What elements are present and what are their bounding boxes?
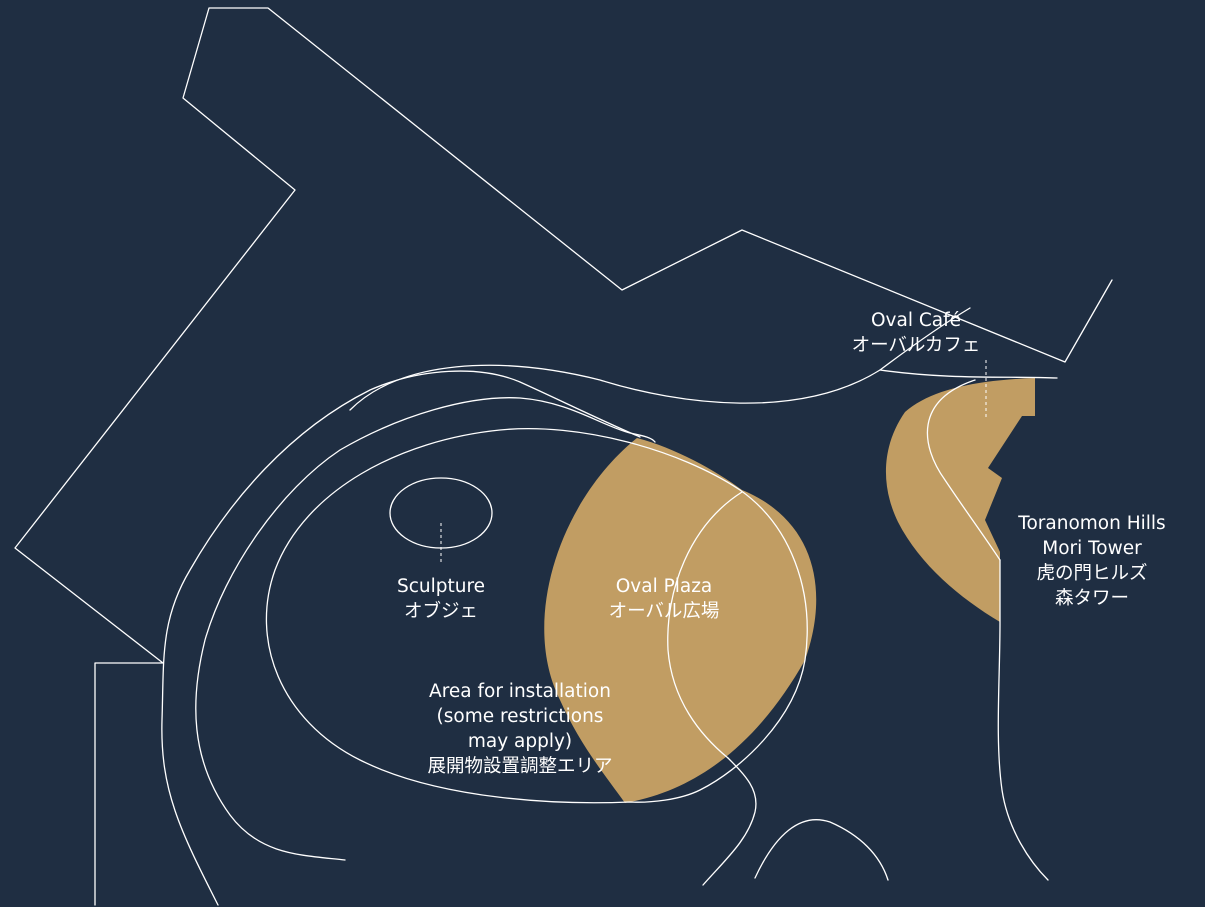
installation-area-label-ja: 展開物設置調整エリア [427,756,613,777]
road-line-top [349,307,971,411]
road-line-inner [195,397,656,861]
installation-area-label: Area for installation (some restrictions… [427,679,612,779]
tower-area[interactable] [885,378,1035,622]
installation-area-label-en-2: (some restrictions [436,706,604,727]
tower-label-ja-2: 森タワー [1054,588,1130,609]
oval-cafe-label-en: Oval Café [870,310,962,331]
oval-plaza-label: Oval Plaza オーバル広場 [609,574,720,624]
road-line-top-right [879,369,1058,379]
oval-plaza-area[interactable] [544,438,817,803]
oval-plaza-divider [667,491,743,759]
path-arc-bottom [754,819,889,881]
road-line-outer [161,370,641,906]
tower-label: Toranomon Hills Mori Tower 虎の門ヒルズ 森タワー [1018,511,1165,611]
tower-label-en-2: Mori Tower [1042,538,1142,559]
sculpture-label: Sculpture オブジェ [397,574,485,624]
site-boundary-line [14,7,1113,906]
path-line-bottom [702,757,757,886]
tower-east-line [997,559,1049,881]
oval-plaza-label-ja: オーバル広場 [608,601,720,622]
oval-cafe-label: Oval Café オーバルカフェ [852,308,981,358]
installation-area-label-en-3: may apply) [467,731,573,752]
oval-cafe-label-ja: オーバルカフェ [851,335,981,356]
installation-area-label-en-1: Area for installation [429,681,611,702]
oval-plaza-outline [265,427,808,804]
tower-label-ja-1: 虎の門ヒルズ [1036,563,1148,584]
tower-label-en-1: Toranomon Hills [1018,513,1166,534]
tower-inner-curve [926,379,1001,561]
sculpture-label-ja: オブジェ [403,601,478,622]
sculpture-label-en: Sculpture [396,576,486,597]
oval-plaza-label-en: Oval Plaza [615,576,713,597]
